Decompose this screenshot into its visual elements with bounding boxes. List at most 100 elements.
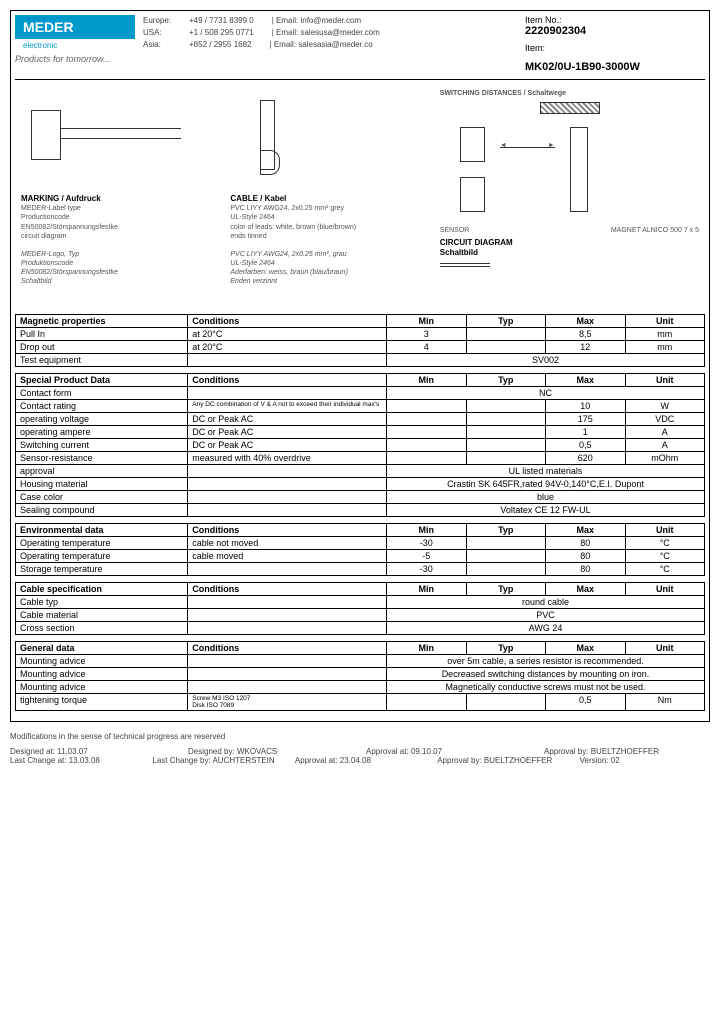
f1d: Approval by: — [544, 747, 588, 756]
table-row: operating ampere DC or Peak AC 1 A — [16, 426, 705, 439]
param: Test equipment — [16, 354, 188, 367]
col-max: Max — [546, 583, 626, 596]
magnet-label: MAGNET ALNICO 500 7 x 5 — [611, 227, 699, 234]
max: 12 — [546, 341, 626, 354]
param: Operating temperature — [16, 550, 188, 563]
f2c: Approval at: — [295, 756, 338, 765]
min: -5 — [387, 550, 467, 563]
section-header: Special Product Data — [16, 374, 188, 387]
col-min: Min — [387, 524, 467, 537]
span-value: blue — [387, 491, 705, 504]
col-typ: Typ — [466, 583, 546, 596]
item-label: Item: — [525, 43, 705, 53]
unit: A — [625, 439, 705, 452]
cond — [188, 387, 387, 400]
max: 620 — [546, 452, 626, 465]
max: 80 — [546, 550, 626, 563]
typ — [466, 563, 546, 576]
cond — [188, 622, 387, 635]
cond — [188, 504, 387, 517]
f2d: Approval by: — [437, 756, 481, 765]
span-value: AWG 24 — [387, 622, 705, 635]
cond — [188, 609, 387, 622]
contact-row: USA:+1 / 508 295 0771| Email: salesusa@m… — [143, 27, 517, 39]
max: 1 — [546, 426, 626, 439]
table-row: tightening torque Screw M3 ISO 1207 Disk… — [16, 694, 705, 711]
cond — [188, 354, 387, 367]
typ — [466, 439, 546, 452]
tagline: Products for tomorrow... — [15, 54, 135, 64]
unit: °C — [625, 550, 705, 563]
footer-note: Modifications in the sense of technical … — [10, 732, 710, 741]
table-row: Case color blue — [16, 491, 705, 504]
span-value: Decreased switching distances by mountin… — [387, 668, 705, 681]
cond — [188, 465, 387, 478]
f1c: Approval at: — [366, 747, 409, 756]
col-conditions: Conditions — [188, 583, 387, 596]
max: 80 — [546, 537, 626, 550]
cond: at 20°C — [188, 328, 387, 341]
min — [387, 694, 467, 711]
min — [387, 452, 467, 465]
col-typ: Typ — [466, 315, 546, 328]
email: | Email: salesusa@meder.com — [272, 27, 380, 39]
cond — [188, 655, 387, 668]
cable-text2: PVC LIYY AWG24, 2x0.25 mm², grau UL-Styl… — [230, 251, 348, 285]
min: -30 — [387, 537, 467, 550]
section-header: Magnetic properties — [16, 315, 188, 328]
spec-table: Special Product Data Conditions Min Typ … — [15, 373, 705, 517]
table-row: Housing material Crastin SK 645FR,rated … — [16, 478, 705, 491]
unit: mm — [625, 341, 705, 354]
cond — [188, 596, 387, 609]
circuit-title: CIRCUIT DIAGRAM Schaltbild — [440, 238, 513, 257]
typ — [466, 452, 546, 465]
col-max: Max — [546, 524, 626, 537]
diagram-area: MARKING / Aufdruck MEDER-Label type Prod… — [15, 84, 705, 314]
cond: at 20°C — [188, 341, 387, 354]
f2av: 13.03.08 — [69, 756, 100, 765]
span-value: UL listed materials — [387, 465, 705, 478]
max: 10 — [546, 400, 626, 413]
min — [387, 400, 467, 413]
col-min: Min — [387, 374, 467, 387]
col-max: Max — [546, 315, 626, 328]
section-header: Environmental data — [16, 524, 188, 537]
col-conditions: Conditions — [188, 642, 387, 655]
typ — [466, 328, 546, 341]
cable-text: PVC LIYY AWG24, 2x0.25 mm² grey UL-Style… — [230, 205, 356, 239]
param: Cross section — [16, 622, 188, 635]
span-value: over 5m cable, a series resistor is reco… — [387, 655, 705, 668]
typ — [466, 341, 546, 354]
unit: VDC — [625, 413, 705, 426]
header: MEDER electronic Products for tomorrow..… — [15, 15, 705, 73]
min — [387, 413, 467, 426]
param: operating voltage — [16, 413, 188, 426]
f1bv: WKOVACS — [237, 747, 277, 756]
typ — [466, 550, 546, 563]
param: Mounting advice — [16, 681, 188, 694]
f1cv: 09.10.07 — [411, 747, 442, 756]
phone: +852 / 2955 1682 — [189, 39, 252, 51]
param: Housing material — [16, 478, 188, 491]
cond — [188, 491, 387, 504]
col-unit: Unit — [625, 583, 705, 596]
span-value: round cable — [387, 596, 705, 609]
logo-subtitle: electronic — [15, 39, 135, 50]
tables-container: Magnetic properties Conditions Min Typ M… — [15, 314, 705, 711]
cable-title: CABLE / Kabel — [230, 194, 286, 203]
param: Switching current — [16, 439, 188, 452]
unit: °C — [625, 537, 705, 550]
param: approval — [16, 465, 188, 478]
region: Europe: — [143, 15, 183, 27]
table-row: Sealing compound Voltatex CE 12 FW-UL — [16, 504, 705, 517]
max: 0,5 — [546, 439, 626, 452]
cable-drawing: CABLE / Kabel PVC LIYY AWG24, 2x0.25 mm²… — [230, 90, 429, 308]
f2a: Last Change at: — [10, 756, 66, 765]
col-min: Min — [387, 583, 467, 596]
switching-title: SWITCHING DISTANCES / Schaltwege — [440, 90, 566, 97]
max: 0,5 — [546, 694, 626, 711]
typ — [466, 537, 546, 550]
param: Drop out — [16, 341, 188, 354]
cond: measured with 40% overdrive — [188, 452, 387, 465]
table-row: Pull In at 20°C 3 8,5 mm — [16, 328, 705, 341]
